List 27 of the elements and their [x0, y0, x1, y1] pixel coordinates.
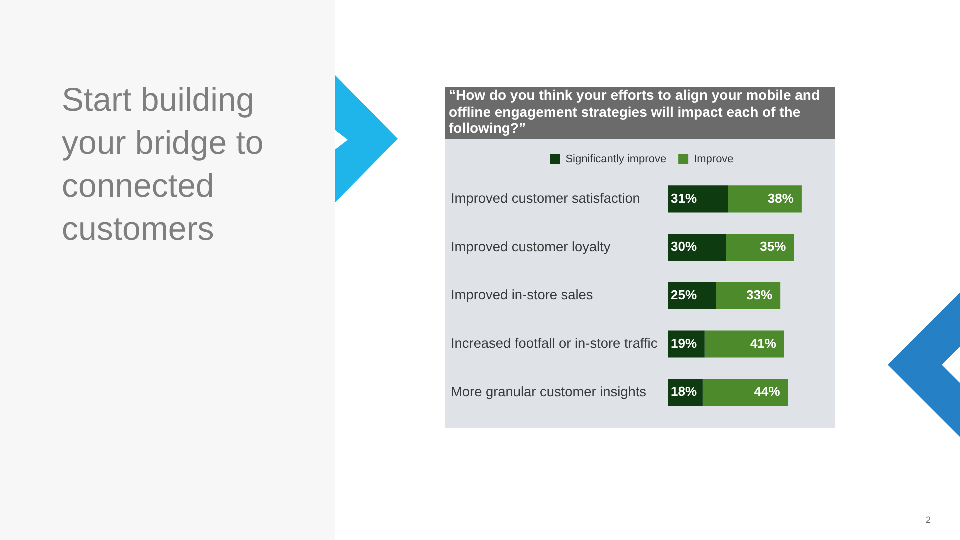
y-tick-label: Improved customer loyalty [451, 239, 611, 254]
data-label: 41% [750, 336, 777, 351]
y-tick-label: Improved in-store sales [451, 288, 594, 303]
data-label: 18% [671, 384, 698, 400]
legend-label: Significantly improve [566, 154, 667, 166]
data-label: 25% [671, 287, 698, 302]
data-label: 31% [671, 190, 698, 206]
bar [716, 282, 781, 310]
y-tick-label: More granular customer insights [451, 384, 647, 400]
data-label: 38% [768, 190, 794, 206]
legend-label: Improve [694, 154, 734, 166]
bar [726, 234, 794, 262]
text: 2 [926, 515, 932, 525]
data-label: 35% [760, 239, 787, 254]
chart-subtitle: “How do you think your efforts to align your mobile and offline engagement strategies will impact each of the following?” [445, 87, 835, 139]
y-tick-label: Increased footfall or in-store traffic [451, 336, 658, 352]
bar [668, 186, 728, 213]
text: Start building your bridge to connected customers [62, 80, 265, 249]
bar [728, 186, 802, 213]
bar [702, 379, 788, 406]
bar [668, 234, 726, 262]
bar [704, 330, 784, 358]
data-label: 30% [671, 239, 698, 254]
data-label: 44% [754, 384, 781, 400]
data-label: 19% [671, 336, 698, 351]
data-label: 33% [746, 287, 774, 302]
y-tick-label: Improved customer satisfaction [451, 190, 640, 206]
